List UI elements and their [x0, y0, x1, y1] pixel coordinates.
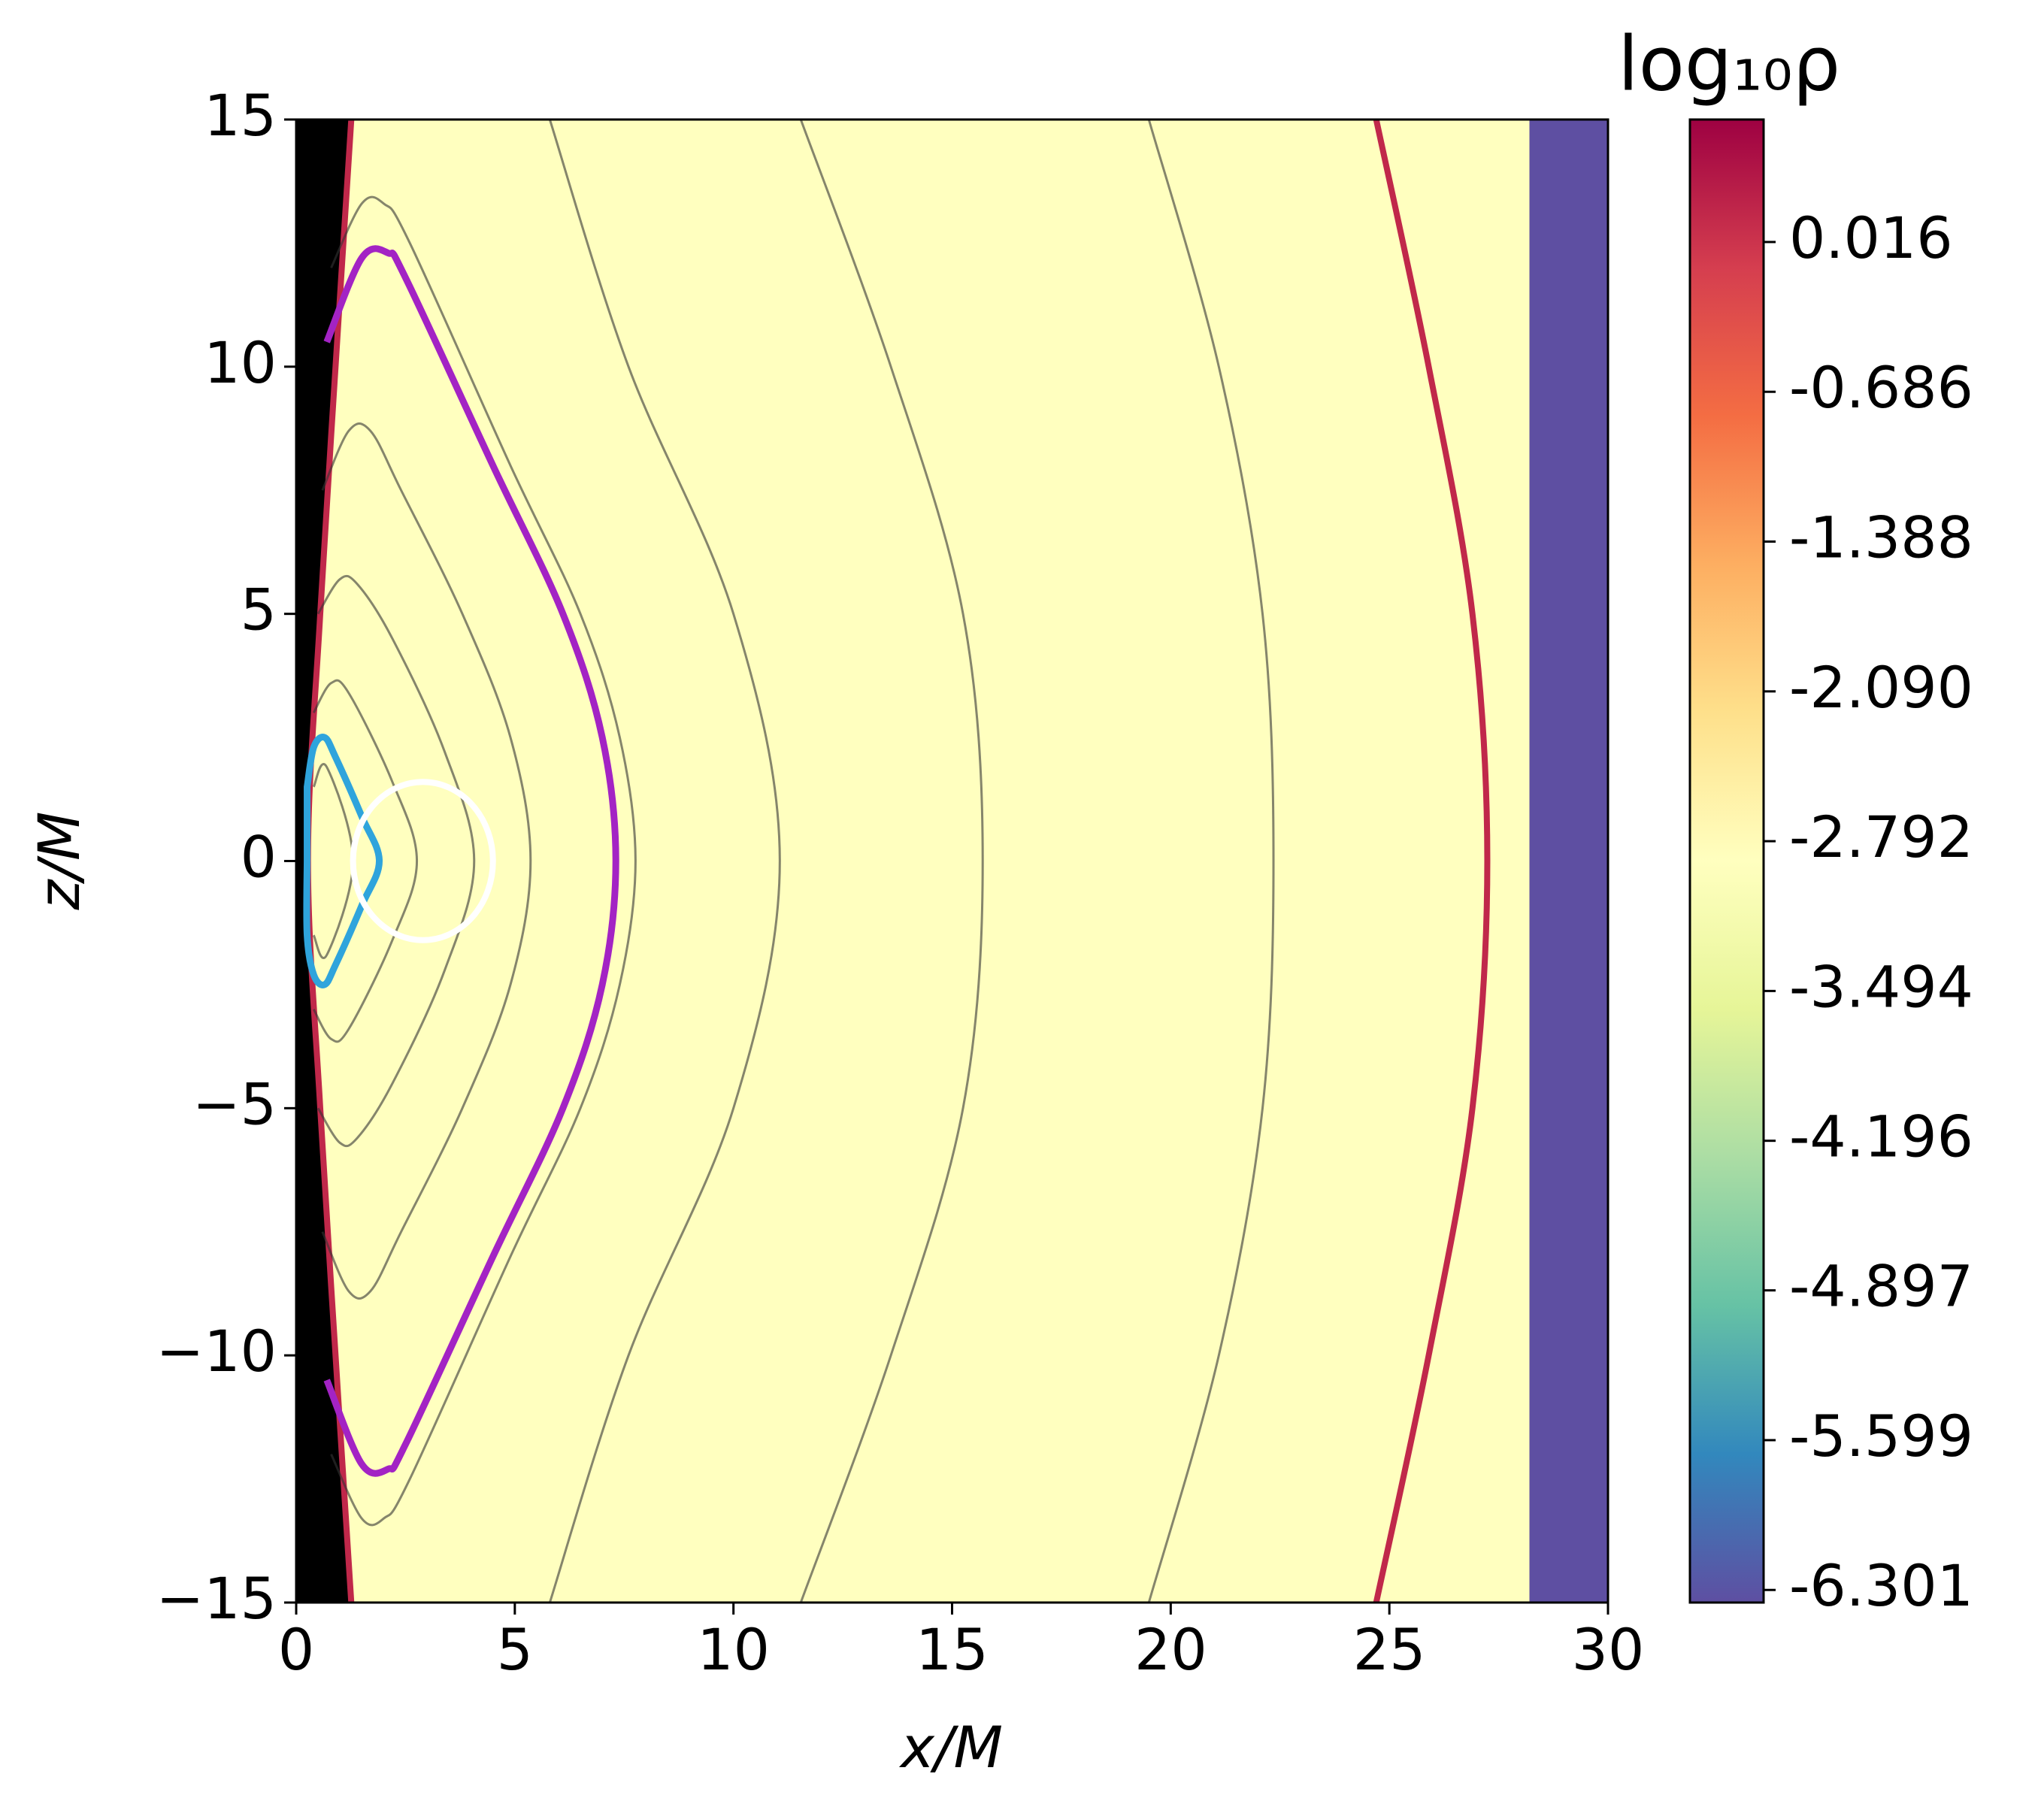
y-tick-label: 10 — [204, 329, 277, 396]
contour-line — [1373, 120, 1491, 1603]
y-tick-label: −15 — [156, 1565, 277, 1632]
contour-line — [330, 195, 637, 1527]
colorbar-tick-label: -2.090 — [1789, 654, 1973, 721]
colorbar-tick-label: -6.301 — [1789, 1552, 1973, 1619]
colorbar-tick-label: 0.016 — [1789, 204, 1953, 271]
colorbar-title: log₁₀ρ — [1618, 20, 1840, 107]
contour-line — [1147, 120, 1275, 1603]
contour-line — [303, 734, 383, 988]
colorbar-tick-label: -4.196 — [1789, 1103, 1973, 1170]
colorbar-tick-label: -2.792 — [1789, 804, 1973, 870]
contour-line — [799, 120, 984, 1603]
density-core — [296, 367, 647, 1355]
colorbar-tick-label: -4.897 — [1789, 1253, 1973, 1320]
x-tick-label: 5 — [497, 1616, 533, 1683]
marker-circle — [350, 779, 496, 943]
y-tick-label: 15 — [204, 82, 277, 149]
x-axis-label: x/M — [899, 1714, 1003, 1781]
colorbar — [1688, 118, 1765, 1604]
contour-line — [548, 120, 781, 1603]
horizon — [296, 120, 352, 1603]
x-tick-label: 30 — [1572, 1616, 1645, 1683]
y-tick-label: −5 — [192, 1070, 277, 1137]
contour-line — [312, 679, 419, 1043]
y-axis-label: z/M — [26, 811, 92, 910]
plot-area — [296, 120, 1608, 1603]
colorbar-tick-label: -5.599 — [1789, 1403, 1973, 1469]
y-tick-label: −10 — [156, 1318, 277, 1385]
y-tick-label: 5 — [241, 577, 277, 643]
x-tick-label: 10 — [697, 1616, 770, 1683]
x-tick-label: 0 — [278, 1616, 314, 1683]
colorbar-tick-label: -1.388 — [1789, 504, 1973, 571]
contour-line — [323, 245, 619, 1477]
contour-line — [316, 574, 476, 1148]
colorbar-tick-label: -3.494 — [1789, 953, 1973, 1020]
x-tick-label: 25 — [1353, 1616, 1426, 1683]
x-tick-label: 20 — [1134, 1616, 1207, 1683]
x-tick-label: 15 — [916, 1616, 989, 1683]
colorbar-tick-label: -0.686 — [1789, 354, 1973, 421]
y-tick-label: 0 — [241, 823, 277, 890]
contour-line — [321, 422, 532, 1300]
